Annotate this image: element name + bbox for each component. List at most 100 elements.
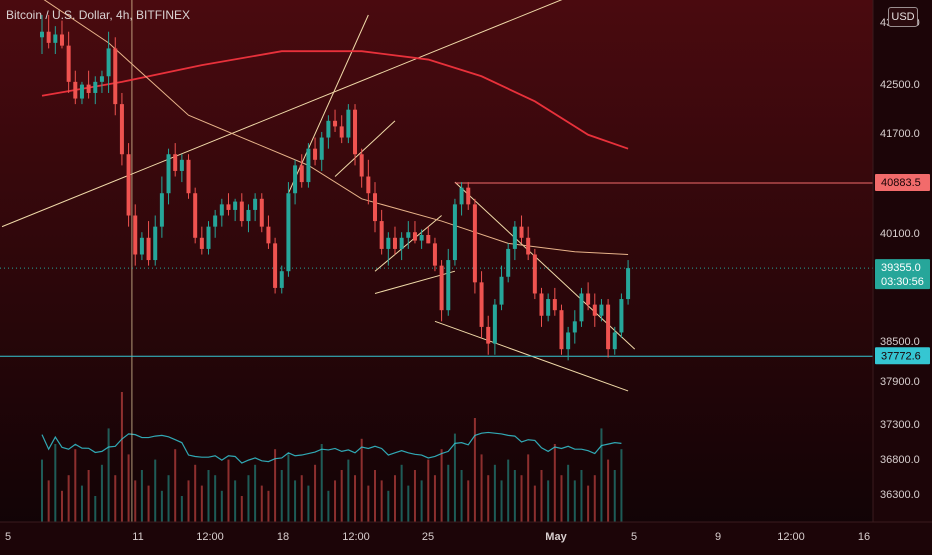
volume-bar bbox=[613, 470, 616, 522]
volume-bar bbox=[120, 392, 123, 522]
trendline-wedge-top bbox=[454, 181, 636, 350]
candle-body bbox=[186, 159, 191, 194]
currency-button[interactable]: USD bbox=[888, 7, 918, 27]
resistance-price-text: 40883.5 bbox=[881, 177, 921, 189]
candle-body bbox=[472, 204, 477, 283]
candle-body bbox=[79, 84, 84, 99]
volume-bar bbox=[447, 464, 450, 522]
time-tick-label: 12:00 bbox=[342, 531, 370, 543]
candle-body bbox=[406, 232, 411, 238]
candle-body bbox=[299, 165, 304, 183]
candle-body bbox=[213, 215, 218, 227]
candle-body bbox=[273, 243, 278, 288]
volume-bar bbox=[500, 480, 503, 522]
volume-bar bbox=[460, 470, 463, 522]
support-price-text: 37772.6 bbox=[881, 350, 921, 362]
volume-bar bbox=[127, 454, 130, 522]
volume-bar bbox=[573, 480, 576, 522]
volume-bar bbox=[147, 485, 150, 522]
candle-body bbox=[566, 332, 571, 350]
candle-body bbox=[459, 187, 464, 205]
volume-bar bbox=[74, 449, 77, 522]
volume-bar bbox=[553, 444, 556, 522]
candle-body bbox=[379, 221, 384, 249]
volume-bar bbox=[220, 490, 223, 522]
time-tick-label: 12:00 bbox=[196, 531, 224, 543]
price-tick-label: 38500.0 bbox=[880, 336, 920, 348]
price-tick-label: 41700.0 bbox=[880, 128, 920, 140]
volume-bar bbox=[507, 459, 510, 522]
candle-body bbox=[119, 104, 124, 155]
time-tick-label: 9 bbox=[715, 531, 721, 543]
volume-bar bbox=[140, 470, 143, 522]
candle-body bbox=[86, 84, 91, 93]
volume-bar bbox=[487, 475, 490, 522]
candle-body bbox=[146, 237, 151, 261]
volume-bar bbox=[480, 454, 483, 522]
last-price-tag bbox=[875, 259, 930, 290]
volume-layer bbox=[41, 392, 623, 522]
candle-body bbox=[40, 31, 44, 38]
volume-bar bbox=[393, 475, 396, 522]
candle-body bbox=[572, 321, 577, 333]
volume-bar bbox=[194, 464, 197, 522]
volume-bar bbox=[347, 459, 350, 522]
candle-body bbox=[452, 204, 457, 261]
candle-body bbox=[319, 137, 324, 160]
candle-body bbox=[626, 268, 631, 300]
volume-bar bbox=[87, 470, 90, 522]
volume-bar bbox=[47, 480, 50, 522]
candle-body bbox=[133, 215, 138, 255]
time-tick-label: 12:00 bbox=[777, 531, 805, 543]
candle-body bbox=[419, 235, 424, 241]
volume-bar bbox=[307, 485, 310, 522]
support-price-tag bbox=[875, 347, 930, 365]
candle-body bbox=[246, 209, 251, 222]
volume-bar bbox=[174, 449, 177, 522]
volume-bar bbox=[314, 464, 317, 522]
volume-bar bbox=[107, 428, 110, 522]
candle-body bbox=[392, 237, 397, 249]
volume-bar bbox=[400, 464, 403, 522]
volume-bar bbox=[527, 454, 530, 522]
volume-bar bbox=[427, 459, 430, 522]
candle-body bbox=[432, 243, 437, 266]
candle-body bbox=[519, 226, 524, 238]
candle-body bbox=[506, 248, 511, 277]
volume-bar bbox=[433, 475, 436, 522]
time-tick-label: 18 bbox=[277, 531, 289, 543]
volume-bar bbox=[94, 496, 97, 522]
candle-body bbox=[226, 204, 231, 210]
volume-bar bbox=[100, 464, 103, 522]
volume-bar bbox=[300, 475, 303, 522]
volume-bar bbox=[287, 454, 290, 522]
candle-body bbox=[73, 81, 78, 99]
volume-bar bbox=[167, 475, 170, 522]
volume-bar bbox=[380, 480, 383, 522]
candle-body bbox=[113, 48, 118, 105]
volume-bar bbox=[420, 480, 423, 522]
candle-body bbox=[399, 237, 404, 249]
resistance-price-tag bbox=[875, 174, 930, 192]
candle-body bbox=[539, 293, 544, 316]
drawing-layer bbox=[0, 0, 873, 522]
candle-body bbox=[219, 204, 224, 216]
candle-body bbox=[326, 120, 331, 138]
candle-body bbox=[426, 235, 431, 244]
candle-layer bbox=[40, 15, 631, 361]
volume-bar bbox=[41, 459, 43, 522]
price-tick-label: 37300.0 bbox=[880, 419, 920, 431]
candle-body bbox=[199, 237, 204, 249]
volume-bar bbox=[254, 464, 257, 522]
candle-body bbox=[106, 48, 111, 77]
candle-body bbox=[233, 201, 238, 210]
candle-body bbox=[386, 237, 391, 249]
candle-body bbox=[306, 148, 311, 183]
volume-bar bbox=[180, 496, 183, 522]
volume-bar bbox=[340, 470, 343, 522]
volume-bar bbox=[240, 496, 243, 522]
time-tick-label: 5 bbox=[5, 531, 11, 543]
